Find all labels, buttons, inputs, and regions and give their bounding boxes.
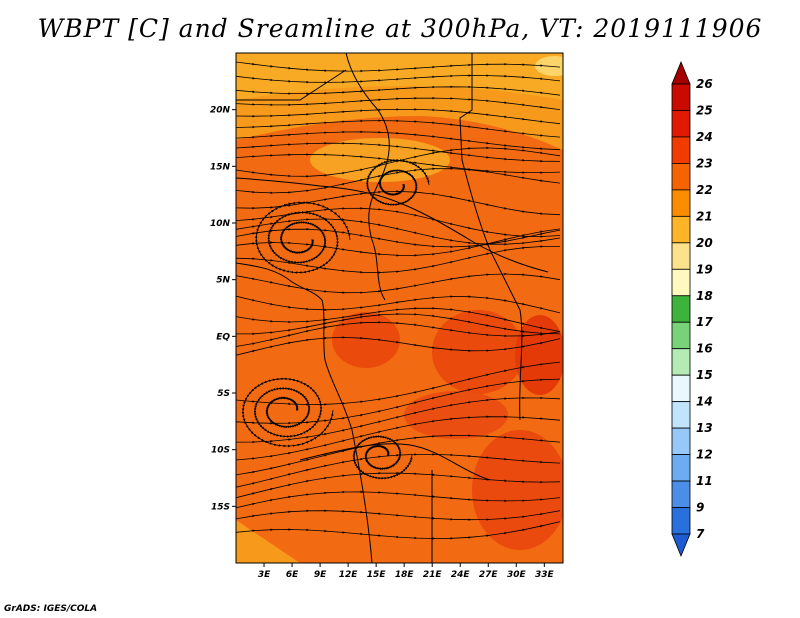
colorbar-segment <box>671 401 691 429</box>
colorbar-segment <box>671 110 691 138</box>
colorbar-label: 12 <box>696 448 713 462</box>
lon-tick-label: 21E <box>423 570 443 580</box>
lat-tick-label: 15N <box>210 162 231 172</box>
lon-tick-label: 30E <box>507 570 527 580</box>
lon-tick-label: 24E <box>451 570 471 580</box>
map-title: WBPT [C] and Sreamline at 300hPa, VT: 20… <box>37 14 763 43</box>
plot-frame <box>235 52 564 564</box>
streamlines <box>236 61 561 540</box>
colorbar-label: 26 <box>696 77 713 91</box>
lon-tick-label: 18E <box>395 570 415 580</box>
colorbar-segment <box>671 215 691 244</box>
lat-tick-label: 5N <box>216 276 230 286</box>
streamline <box>352 435 413 480</box>
colorbar-top-arrow <box>671 60 691 85</box>
lon-tick-label: 12E <box>339 570 359 580</box>
colorbar-label: 15 <box>696 368 713 382</box>
colorbar-label: 7 <box>696 527 705 541</box>
colorbar-bottom-arrow <box>671 533 691 558</box>
colorbar-segment <box>671 480 691 508</box>
streamline <box>365 158 430 206</box>
streamline <box>236 509 561 521</box>
latitude-axis: 20N 15N 10N 5N EQ 5S 10S 15S <box>210 106 236 512</box>
lat-tick-label: EQ <box>216 332 230 342</box>
colorbar-label: 9 <box>696 501 704 515</box>
temperature-field <box>236 53 563 563</box>
colorbar-label: 17 <box>696 315 713 329</box>
colorbar-segment <box>671 427 691 455</box>
colorbar-label: 14 <box>696 395 713 409</box>
longitude-axis: 3E 6E 9E 12E 15E 18E 21E 24E 27E 30E 33E <box>258 563 555 580</box>
lon-tick-label: 27E <box>479 570 499 580</box>
colorbar-segment <box>671 268 691 297</box>
colorbar-label: 16 <box>696 342 713 356</box>
colorbar-label: 13 <box>696 421 713 435</box>
colorbar-label: 21 <box>696 209 713 223</box>
colorbar-segment <box>671 374 691 403</box>
colorbar-segment <box>671 321 691 350</box>
colorbar-segment <box>671 83 691 111</box>
colorbar-label: 24 <box>696 130 713 144</box>
streamline <box>236 96 561 110</box>
colorbar-label: 19 <box>696 262 713 276</box>
lon-tick-label: 15E <box>367 570 387 580</box>
grads-credit: GrADS: IGES/COLA <box>4 604 98 614</box>
streamline <box>241 377 334 448</box>
lon-tick-label: 3E <box>258 570 271 580</box>
lat-tick-label: 20N <box>210 106 231 116</box>
colorbar-label: 23 <box>696 156 713 170</box>
colorbar-segment <box>671 163 691 191</box>
lat-tick-label: 5S <box>217 389 230 399</box>
streamline <box>236 320 561 347</box>
lon-tick-label: 33E <box>535 570 555 580</box>
colorbar-segment <box>671 136 691 164</box>
colorbar-segment <box>671 348 691 376</box>
colorbar-segment <box>671 507 691 535</box>
country-borders <box>236 53 549 563</box>
lon-tick-label: 9E <box>314 570 327 580</box>
streamline <box>236 85 561 96</box>
streamline <box>236 108 561 125</box>
lat-tick-label: 10N <box>210 219 231 229</box>
colorbar: 26 25 24 23 22 21 20 19 18 17 16 15 14 13 12 11 9 7 <box>671 60 713 558</box>
colorbar-segment <box>671 189 691 217</box>
colorbar-label: 22 <box>696 183 713 197</box>
colorbar-label: 11 <box>696 474 713 488</box>
lat-tick-label: 15S <box>211 502 230 512</box>
colorbar-segment <box>671 295 691 323</box>
streamline <box>236 490 561 509</box>
streamline <box>236 272 561 294</box>
colorbar-label: 25 <box>696 103 713 117</box>
lat-tick-label: 10S <box>211 446 230 456</box>
streamline <box>236 336 561 356</box>
colorbar-segment <box>671 454 691 482</box>
streamline <box>236 61 561 73</box>
colorbar-label: 20 <box>696 236 713 250</box>
lon-tick-label: 6E <box>286 570 299 580</box>
streamline <box>236 74 561 84</box>
streamline <box>236 521 561 540</box>
colorbar-segment <box>671 242 691 270</box>
colorbar-label: 18 <box>696 289 713 303</box>
streamline <box>254 201 351 274</box>
